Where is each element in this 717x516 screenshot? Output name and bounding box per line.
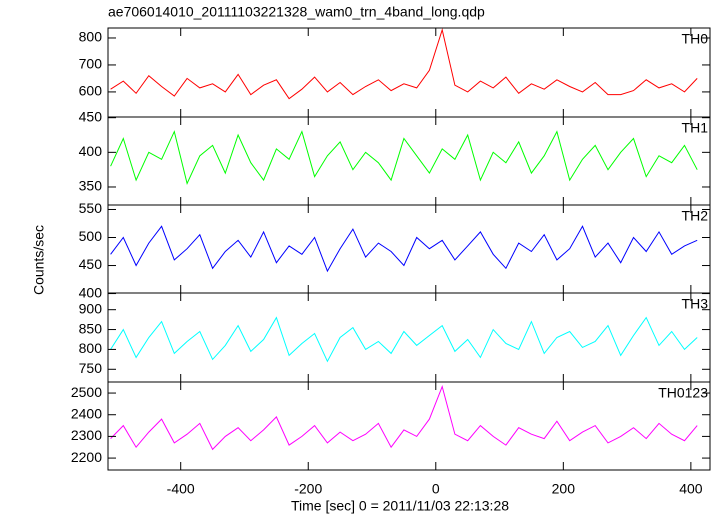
- y-tick-label: 400: [79, 284, 103, 300]
- series-line: [110, 28, 698, 100]
- series-line: [110, 225, 698, 273]
- series-label: TH1: [682, 120, 709, 136]
- x-tick-label: -200: [294, 481, 322, 497]
- y-tick-label: 350: [79, 178, 103, 194]
- y-tick-label: 450: [79, 256, 103, 272]
- y-tick-label: 500: [79, 228, 103, 244]
- series-line: [110, 385, 698, 451]
- y-tick-label: 600: [79, 83, 103, 99]
- x-tick-label: -400: [167, 481, 195, 497]
- y-tick-label: 850: [79, 320, 103, 336]
- panel-frame: [107, 27, 711, 118]
- panel-frame: [107, 381, 711, 471]
- y-tick-label: 750: [79, 360, 103, 376]
- x-tick-label: 0: [432, 481, 440, 497]
- series-label: TH0: [682, 31, 709, 47]
- x-tick-label: 400: [679, 481, 703, 497]
- panel-frame: [107, 116, 711, 206]
- series-label: TH0123: [658, 385, 708, 401]
- x-tick-label: 200: [552, 481, 576, 497]
- chart-title: ae706014010_20111103221328_wam0_trn_4ban…: [108, 4, 485, 20]
- series-line: [110, 130, 698, 186]
- y-tick-label: 2300: [71, 427, 102, 443]
- series-label: TH3: [682, 296, 709, 312]
- y-tick-label: 2200: [71, 449, 102, 465]
- y-axis-label: Counts/sec: [31, 225, 47, 295]
- series-label: TH2: [682, 208, 709, 224]
- y-tick-label: 2500: [71, 384, 102, 400]
- y-tick-label: 550: [79, 200, 103, 216]
- panel-frame: [107, 204, 711, 294]
- y-tick-label: 900: [79, 300, 103, 316]
- x-axis-label: Time [sec] 0 = 2011/11/03 22:13:28: [291, 498, 509, 514]
- y-tick-label: 450: [79, 108, 103, 124]
- y-tick-label: 800: [79, 340, 103, 356]
- y-tick-label: 2400: [71, 405, 102, 421]
- y-tick-label: 800: [79, 29, 103, 45]
- series-line: [110, 316, 698, 363]
- y-tick-label: 700: [79, 56, 103, 72]
- y-tick-label: 400: [79, 143, 103, 159]
